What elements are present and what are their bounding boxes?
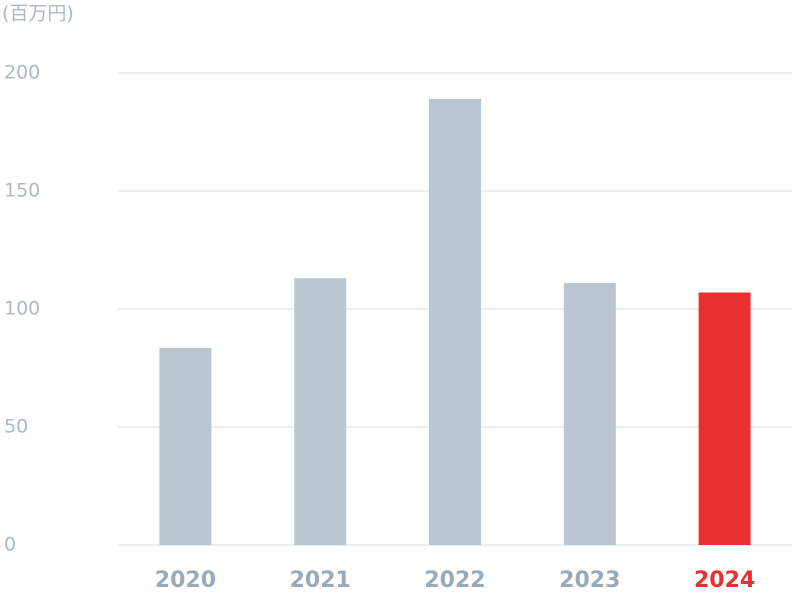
y-tick-label: 50 [4,416,28,438]
y-tick-label: 150 [4,180,40,202]
y-tick-label: 0 [4,534,16,556]
x-tick-label: 2021 [290,568,351,593]
bar [563,283,616,545]
x-tick-label: 2020 [155,568,216,593]
x-tick-label: 2023 [559,568,620,593]
bar [294,278,347,545]
y-unit-label: (百万円) [2,3,74,25]
bar [159,347,212,545]
y-tick-label: 200 [4,62,40,84]
y-tick-label: 100 [4,298,40,320]
x-tick-label: 2022 [424,568,485,593]
bar [429,98,481,546]
x-tick-label: 2024 [694,568,755,593]
bar [698,292,751,545]
